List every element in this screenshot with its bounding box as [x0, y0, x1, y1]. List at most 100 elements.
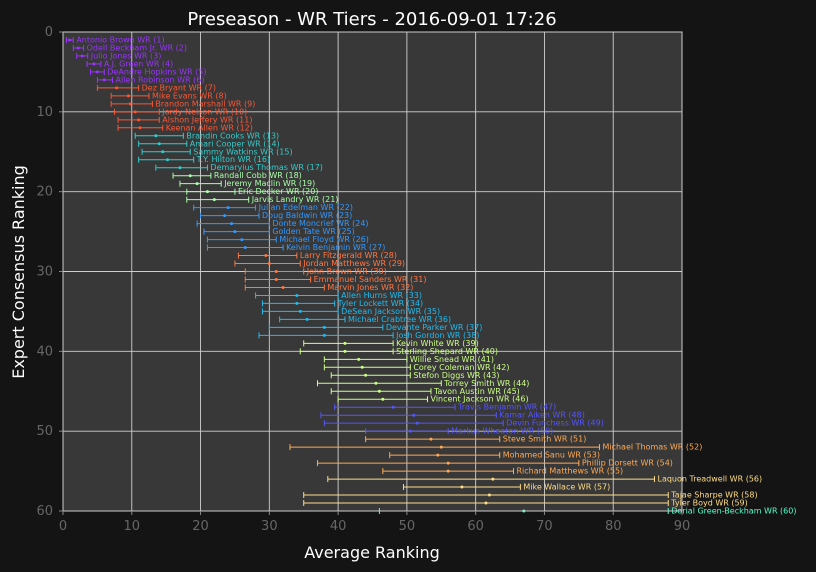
data-point	[408, 429, 412, 433]
x-tick-label: 80	[605, 519, 622, 534]
chart-title: Preseason - WR Tiers - 2016-09-01 17:26	[187, 9, 556, 30]
data-point	[274, 277, 278, 281]
data-point	[166, 158, 170, 162]
point-label: John Brown WR (30)	[306, 267, 387, 276]
data-point	[377, 389, 381, 393]
point-label: Phillip Dorsett WR (54)	[582, 459, 673, 468]
data-point	[343, 341, 347, 345]
point-label: Corey Coleman WR (42)	[413, 363, 509, 372]
data-point	[322, 325, 326, 329]
point-label: Keenan Allen WR (12)	[166, 123, 253, 132]
point-label: Josh Gordon WR (38)	[395, 331, 479, 340]
point-label: Allen Robinson WR (6)	[116, 75, 205, 84]
point-label: Amari Cooper WR (14)	[190, 139, 280, 148]
point-label: Laquon Treadwell WR (56)	[657, 475, 762, 484]
data-points	[68, 38, 526, 513]
point-label: Dez Bryant WR (7)	[142, 83, 216, 92]
x-axis-ticks: 0 10 20 30 40 50 60 70 80 90	[59, 511, 690, 534]
data-point	[195, 182, 199, 186]
point-label: Allen Hurns WR (33)	[341, 291, 422, 300]
data-point	[412, 413, 416, 417]
data-point	[446, 461, 450, 465]
data-point	[436, 453, 440, 457]
data-point	[295, 301, 299, 305]
point-label: DeAndre Hopkins WR (5)	[107, 67, 206, 76]
point-label: Jordan Matthews WR (29)	[302, 259, 405, 268]
x-tick-label: 70	[536, 519, 553, 534]
data-point	[157, 142, 161, 146]
data-point	[357, 357, 361, 361]
data-point	[267, 262, 271, 266]
point-label: Brandon Marshall WR (9)	[155, 99, 255, 108]
data-point	[281, 285, 285, 289]
y-axis-ticks: 0 10 20 30 40 50 60	[36, 25, 63, 519]
data-point	[178, 166, 182, 170]
data-point	[80, 54, 84, 58]
y-tick-label: 40	[36, 344, 53, 359]
data-point	[205, 190, 209, 194]
data-point	[298, 309, 302, 313]
data-point	[360, 365, 364, 369]
point-label: Kamar Aiken WR (48)	[499, 411, 585, 420]
data-point	[274, 270, 278, 273]
data-point	[439, 445, 443, 449]
data-point	[446, 469, 450, 473]
point-label: Mike Evans WR (8)	[152, 91, 227, 100]
data-point	[128, 102, 132, 106]
x-tick-label: 60	[467, 519, 484, 534]
data-point	[138, 126, 142, 130]
data-point	[391, 405, 395, 409]
x-tick-label: 0	[59, 519, 67, 534]
point-label: Antonio Brown WR (1)	[76, 35, 164, 44]
point-label: Brandin Cooks WR (13)	[186, 131, 279, 140]
point-label: Donte Moncrief WR (24)	[272, 219, 368, 228]
point-label: Eric Decker WR (20)	[238, 187, 319, 196]
data-point	[264, 254, 268, 258]
x-tick-label: 10	[124, 519, 141, 534]
point-label: Randall Cobb WR (18)	[214, 171, 302, 180]
point-label: Golden Tate WR (25)	[272, 227, 354, 236]
point-label: Jeremy Maclin WR (19)	[223, 179, 315, 188]
point-label: Michael Floyd WR (26)	[279, 235, 369, 244]
data-point	[243, 246, 247, 250]
point-label: T.Y. Hilton WR (16)	[196, 155, 270, 164]
data-point	[491, 477, 495, 481]
data-point	[230, 222, 234, 226]
data-point	[415, 421, 419, 425]
y-tick-label: 0	[45, 25, 53, 40]
point-label: Kevin White WR (39)	[396, 339, 479, 348]
point-label: Julio Jones WR (3)	[90, 51, 162, 60]
data-point	[137, 118, 141, 122]
point-label: Mike Wallace WR (57)	[523, 483, 610, 492]
data-point	[212, 198, 216, 202]
point-label: Larry Fitzgerald WR (28)	[300, 251, 397, 260]
point-label: Sammy Watkins WR (15)	[193, 147, 292, 156]
data-point	[95, 70, 99, 74]
point-label: Sterling Shepard WR (40)	[396, 347, 498, 356]
x-tick-label: 20	[192, 519, 209, 534]
point-label: Vincent Jackson WR (46)	[431, 395, 529, 404]
point-label: DeSean Jackson WR (35)	[341, 307, 440, 316]
point-label: Tyler Boyd WR (59)	[670, 499, 748, 508]
data-point	[484, 501, 488, 505]
data-point	[322, 333, 326, 337]
data-point	[133, 110, 137, 114]
x-tick-label: 40	[330, 519, 347, 534]
data-point	[161, 150, 165, 154]
point-label: Dorial Green-Beckham WR (60)	[671, 507, 796, 516]
data-point	[233, 230, 237, 234]
data-point	[154, 134, 158, 138]
point-label: Mohamed Sanu WR (53)	[503, 451, 600, 460]
data-point	[68, 38, 72, 42]
point-label: Emmanuel Sanders WR (31)	[314, 275, 427, 284]
point-label: Demaryius Thomas WR (17)	[210, 163, 323, 172]
point-label: Torrey Smith WR (44)	[443, 379, 529, 388]
data-point	[102, 78, 106, 82]
data-point	[487, 493, 491, 497]
point-label: Michael Crabtree WR (36)	[348, 315, 451, 324]
x-axis-title: Average Ranking	[304, 543, 440, 562]
point-label: Travis Benjamin WR (47)	[457, 403, 556, 412]
point-label: Alshon Jeffery WR (11)	[162, 115, 252, 124]
point-label: Julian Edelman WR (22)	[258, 203, 353, 212]
